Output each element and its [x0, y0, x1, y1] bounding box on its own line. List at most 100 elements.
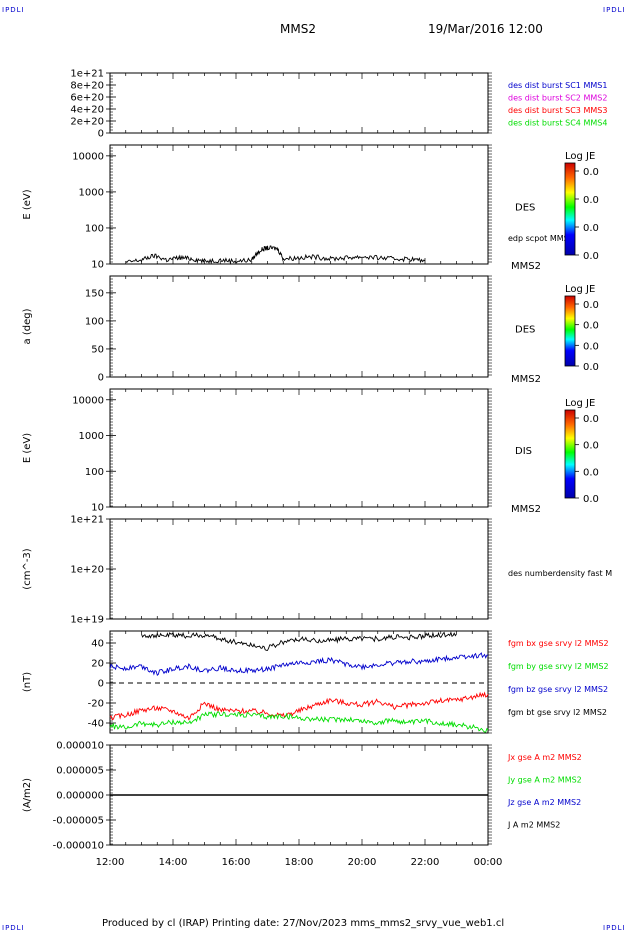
- panel-frame-1: [109, 144, 489, 265]
- y-tick-label: -20: [88, 699, 104, 710]
- panel-right-label-secondary: edp scpot MMS2: [508, 234, 574, 243]
- y-tick-label: 2e+20: [70, 117, 104, 128]
- y-tick-label: 100: [85, 467, 104, 478]
- y-tick-label: 0.000000: [56, 791, 104, 802]
- date-title: 19/Mar/2016 12:00: [428, 22, 543, 36]
- y-tick-label: 1e+21: [70, 69, 104, 80]
- colorbar-tick-label: 0.0: [583, 223, 599, 234]
- legend-entry: des dist burst SC2 MMS2: [508, 94, 607, 103]
- series-line-fgm-bz-gse-srvy-l2-MMS2: [109, 652, 489, 677]
- y-tick-label: 150: [85, 288, 104, 299]
- legend-entry: des dist burst SC3 MMS3: [508, 106, 607, 115]
- colorbar-tick-label: 0.0: [583, 195, 599, 206]
- y-axis-label: (A/m2): [22, 778, 33, 812]
- x-tick-label: 12:00: [96, 857, 125, 868]
- y-tick-label: 1e+19: [70, 615, 104, 626]
- legend-entry: J A m2 MMS2: [507, 821, 560, 830]
- panel-bottom-label: MMS2: [511, 261, 541, 272]
- corner-mark-bottom-right: IPDLI: [603, 924, 626, 932]
- corner-mark-top-right: IPDLI: [603, 6, 626, 14]
- y-axis-label: E (eV): [22, 189, 33, 219]
- legend-entry: fgm bx gse srvy l2 MMS2: [508, 639, 609, 648]
- y-tick-label: 10000: [72, 395, 104, 406]
- y-tick-label: 100: [85, 316, 104, 327]
- y-tick-label: 1000: [79, 187, 104, 198]
- y-tick-label: 0: [98, 129, 104, 140]
- y-tick-label: 10: [91, 503, 104, 514]
- colorbar-title: Log JE: [565, 284, 595, 295]
- colorbar-tick-label: 0.0: [583, 167, 599, 178]
- x-tick-label: 14:00: [159, 857, 188, 868]
- legend-entry: fgm bz gse srvy l2 MMS2: [508, 685, 608, 694]
- x-tick-label: 16:00: [222, 857, 251, 868]
- y-tick-label: 20: [91, 659, 104, 670]
- colorbar-tick-label: 0.0: [583, 300, 599, 311]
- y-tick-label: 4e+20: [70, 105, 104, 116]
- colorbar-0: [564, 162, 576, 256]
- panel-right-label: des numberdensity fast M: [508, 569, 612, 578]
- y-tick-label: 10000: [72, 151, 104, 162]
- colorbar-2: [564, 409, 576, 499]
- legend-entry: fgm by gse srvy l2 MMS2: [508, 662, 609, 671]
- legend-entry: fgm bt gse srvy l2 MMS2: [508, 708, 607, 717]
- x-tick-label: 00:00: [474, 857, 503, 868]
- colorbar-tick-label: 0.0: [583, 362, 599, 373]
- panel-frame-4: [109, 518, 489, 620]
- series-line-fgm-by-gse-srvy-l2-MMS2: [109, 710, 489, 733]
- y-tick-label: 50: [91, 344, 104, 355]
- x-tick-label: 20:00: [348, 857, 377, 868]
- colorbar-tick-label: 0.0: [583, 251, 599, 262]
- y-tick-label: 1e+20: [70, 565, 104, 576]
- series-line-fgm-bt-gse-srvy-l2-MMS2: [141, 631, 457, 651]
- panel-frame-3: [109, 388, 489, 508]
- colorbar-title: Log JE: [565, 151, 595, 162]
- y-tick-label: 40: [91, 639, 104, 650]
- legend-entry: Jy gse A m2 MMS2: [507, 776, 582, 785]
- y-tick-label: -0.000010: [53, 841, 104, 852]
- colorbar-tick-label: 0.0: [583, 494, 599, 505]
- y-axis-label: E (eV): [22, 433, 33, 463]
- y-tick-label: 0: [98, 679, 104, 690]
- colorbar-1: [564, 295, 576, 367]
- colorbar-tick-label: 0.0: [583, 441, 599, 452]
- x-tick-label: 18:00: [285, 857, 314, 868]
- y-tick-label: 1e+21: [70, 515, 104, 526]
- panel-frame-0: [109, 72, 489, 134]
- colorbar-tick-label: 0.0: [583, 321, 599, 332]
- y-tick-label: 0: [98, 373, 104, 384]
- colorbar-tick-label: 0.0: [583, 467, 599, 478]
- colorbar-tick-label: 0.0: [583, 414, 599, 425]
- legend-entry: des dist burst SC1 MMS1: [508, 81, 607, 90]
- series-line-fgm-bx-gse-srvy-l2-MMS2: [109, 691, 489, 721]
- footer-credit: Produced by cl (IRAP) Printing date: 27/…: [102, 918, 505, 929]
- panel-bottom-label: MMS2: [511, 374, 541, 385]
- legend-entry: des dist burst SC4 MMS4: [508, 119, 607, 128]
- y-tick-label: 1000: [79, 431, 104, 442]
- y-axis-label: a (deg): [22, 308, 33, 344]
- corner-mark-bottom-left: IPDLI: [2, 924, 25, 932]
- y-tick-label: 8e+20: [70, 81, 104, 92]
- spacecraft-title: MMS2: [280, 22, 316, 36]
- y-tick-label: 100: [85, 223, 104, 234]
- y-axis-label: (nT): [22, 672, 33, 692]
- y-tick-label: 6e+20: [70, 93, 104, 104]
- panel-right-label: DES: [515, 203, 535, 214]
- panel-bottom-label: MMS2: [511, 504, 541, 515]
- legend-entry: Jx gse A m2 MMS2: [507, 753, 582, 762]
- panel-right-label: DIS: [515, 446, 532, 457]
- y-tick-label: 0.000005: [56, 766, 104, 777]
- y-tick-label: 0.000010: [56, 741, 104, 752]
- y-axis-label: (cm^-3): [22, 548, 33, 589]
- y-tick-label: -40: [88, 719, 104, 730]
- colorbar-title: Log JE: [565, 398, 595, 409]
- colorbar-tick-label: 0.0: [583, 341, 599, 352]
- y-tick-label: 10: [91, 260, 104, 271]
- y-tick-label: -0.000005: [53, 816, 104, 827]
- corner-mark-top-left: IPDLI: [2, 6, 25, 14]
- legend-entry: Jz gse A m2 MMS2: [507, 798, 581, 807]
- x-tick-label: 22:00: [411, 857, 440, 868]
- panel-right-label: DES: [515, 325, 535, 336]
- series-line-edp-scpot-MMS2: [125, 245, 426, 265]
- panel-frame-2: [109, 275, 489, 378]
